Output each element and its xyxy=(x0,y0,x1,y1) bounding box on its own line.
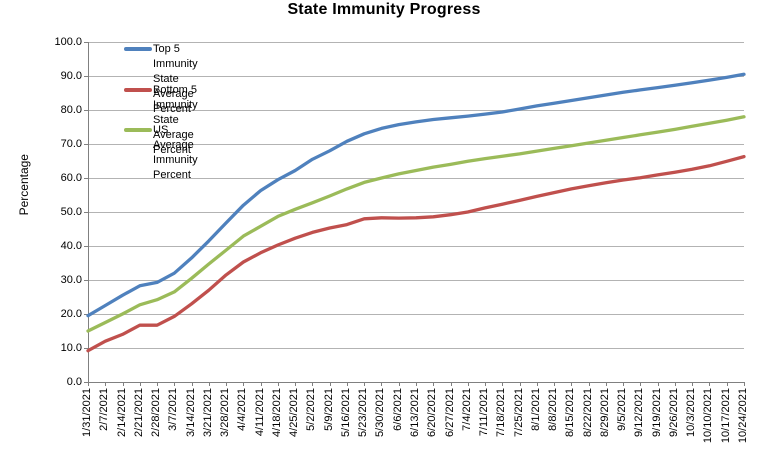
x-tick-label: 5/30/2021 xyxy=(374,388,387,437)
x-tick-label: 3/28/2021 xyxy=(219,388,232,437)
x-tick-label: 10/17/2021 xyxy=(719,388,732,444)
x-tick-label: 4/18/2021 xyxy=(270,388,283,437)
x-tick-label: 3/14/2021 xyxy=(184,388,197,437)
legend-label: Top 5 Immunity State Average Percent xyxy=(153,43,198,115)
x-tick-label: 3/7/2021 xyxy=(167,388,180,431)
x-tick-label: 5/16/2021 xyxy=(339,388,352,437)
x-tick-label: 4/25/2021 xyxy=(288,388,301,437)
x-tick-label: 10/24/2021 xyxy=(737,388,749,444)
legend-swatch-top5 xyxy=(124,47,152,51)
x-tick-label: 1/31/2021 xyxy=(81,388,93,437)
y-tick-label: 100.0 xyxy=(54,36,82,48)
legend-entry-top5: Top 5 Immunity State Average Percent xyxy=(124,42,198,117)
y-tick-label: 30.0 xyxy=(60,274,82,286)
x-tick-label: 8/29/2021 xyxy=(598,388,611,437)
x-tick-label: 2/28/2021 xyxy=(150,388,163,437)
chart-title: State Immunity Progress xyxy=(287,1,481,18)
legend-swatch-us_average xyxy=(124,128,152,132)
x-tick-label: 7/18/2021 xyxy=(495,388,508,437)
series-line-us_average xyxy=(86,115,746,333)
legend-entry-us_average: US Average Immunity Percent xyxy=(124,123,198,183)
x-tick-label: 9/5/2021 xyxy=(616,388,629,431)
x-tick-label: 9/12/2021 xyxy=(633,388,646,437)
x-tick-label: 6/13/2021 xyxy=(409,388,421,437)
x-tick-label: 9/19/2021 xyxy=(650,388,663,437)
x-tick-label: 8/8/2021 xyxy=(547,388,560,431)
x-tick-label: 5/23/2021 xyxy=(357,388,370,437)
y-tick-label: 70.0 xyxy=(60,138,82,150)
x-tick-label: 8/1/2021 xyxy=(529,388,542,431)
x-tick-label: 6/27/2021 xyxy=(443,388,456,437)
x-tick-label: 5/9/2021 xyxy=(322,388,335,431)
x-tick-label: 8/22/2021 xyxy=(581,388,594,437)
y-tick-label: 20.0 xyxy=(60,308,82,320)
x-tick-label: 6/6/2021 xyxy=(391,388,404,431)
x-tick-label: 2/14/2021 xyxy=(115,388,128,437)
x-tick-label: 4/11/2021 xyxy=(253,388,266,437)
series-line-bottom5 xyxy=(86,154,746,353)
legend-entry-bottom5: Bottom 5 Immunity State Average Percent xyxy=(124,83,198,158)
x-tick-label: 10/3/2021 xyxy=(685,388,698,437)
x-tick-label: 7/4/2021 xyxy=(460,388,473,431)
x-tick-label: 6/20/2021 xyxy=(426,388,439,437)
x-tick-label: 10/10/2021 xyxy=(702,388,715,444)
x-tick-label: 2/21/2021 xyxy=(132,388,145,437)
series-line-top5 xyxy=(86,72,746,318)
y-tick-label: 0.0 xyxy=(66,376,82,388)
y-tick-label: 60.0 xyxy=(60,172,82,184)
y-tick-label: 10.0 xyxy=(60,342,82,354)
x-tick-label: 2/7/2021 xyxy=(98,388,111,431)
y-tick-label: 50.0 xyxy=(60,206,82,218)
x-tick-label: 7/11/2021 xyxy=(478,388,491,437)
legend-label: US Average Immunity Percent xyxy=(153,124,198,181)
x-tick-label: 8/15/2021 xyxy=(564,388,577,437)
y-tick-label: 80.0 xyxy=(60,104,82,116)
legend-swatch-bottom5 xyxy=(124,88,152,92)
y-tick-label: 90.0 xyxy=(60,70,82,82)
legend-label: Bottom 5 Immunity State Average Percent xyxy=(153,84,198,156)
x-tick-label: 4/4/2021 xyxy=(236,388,249,431)
x-tick-label: 7/25/2021 xyxy=(512,388,525,437)
x-tick-label: 5/2/2021 xyxy=(305,388,318,431)
x-tick-label: 3/21/2021 xyxy=(201,388,214,437)
x-tick-label: 9/26/2021 xyxy=(667,388,680,437)
y-tick-label: 40.0 xyxy=(60,240,82,252)
